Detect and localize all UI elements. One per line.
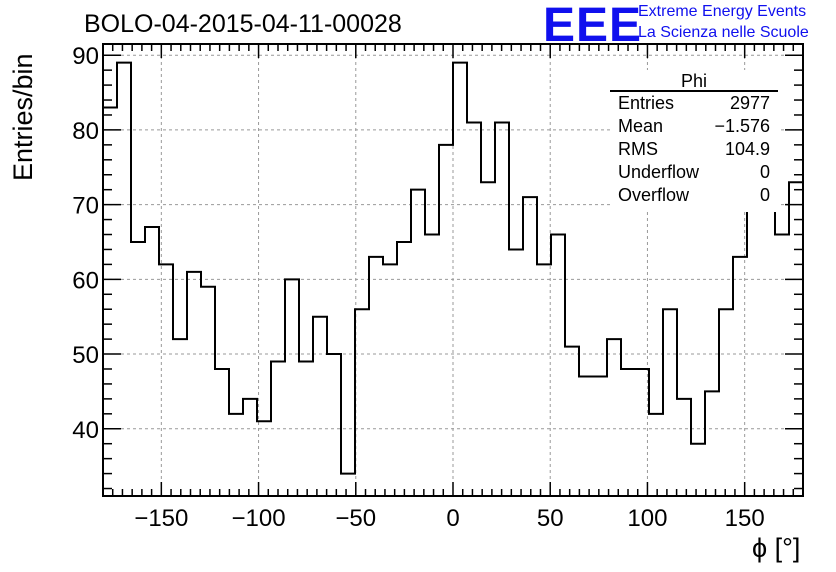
histogram-bin: [271, 362, 285, 496]
stats-row-rms: RMS 104.9: [618, 139, 770, 162]
tick-labels: −150 −100 −50 0 50 100 150 40 50 60 70 80 90: [72, 43, 764, 532]
histogram-bin: [369, 257, 383, 496]
stats-value: 0: [759, 162, 770, 182]
y-tick-label: 80: [72, 118, 99, 145]
histogram-bin: [383, 264, 397, 496]
stats-row-entries: Entries 2977: [618, 93, 770, 116]
stats-label: Mean: [618, 116, 664, 136]
histogram-bin: [229, 414, 243, 496]
plot-frame: [102, 43, 804, 497]
logo-text-line1: Extreme Energy Events: [638, 3, 807, 20]
histogram-bin: [397, 242, 411, 496]
histogram-bin: [201, 287, 215, 496]
histogram-bin: [705, 391, 719, 496]
histogram-bin: [313, 317, 327, 496]
histogram-bin: [327, 354, 341, 496]
x-tick-label: 50: [537, 505, 564, 532]
histogram-bin: [663, 309, 677, 496]
histogram-bin: [103, 108, 117, 496]
histogram-bin: [173, 339, 187, 496]
x-tick-label: −150: [134, 505, 188, 532]
histogram-bin: [299, 362, 313, 496]
histogram-bin: [509, 249, 523, 496]
histogram-bin: [677, 399, 691, 496]
stats-divider: [610, 90, 778, 92]
x-tick-label: 100: [627, 505, 667, 532]
stats-label: Underflow: [618, 162, 700, 182]
histogram-bin: [607, 339, 621, 496]
histogram-bin: [621, 369, 635, 496]
histogram-bin: [145, 227, 159, 496]
histogram-bin: [411, 190, 425, 496]
y-tick-label: 70: [72, 193, 99, 220]
histogram-bin: [691, 444, 705, 496]
stats-label: Overflow: [618, 185, 690, 205]
histogram-bin: [453, 63, 467, 496]
histogram-bin: [341, 474, 355, 496]
histogram-bin: [649, 414, 663, 496]
histogram-bin: [425, 235, 439, 496]
histogram-bin: [593, 376, 607, 496]
histogram-bin: [579, 376, 593, 496]
histogram-bin: [285, 279, 299, 496]
logo-text-line2: La Scienza nelle Scuole: [638, 24, 809, 41]
histogram-bin: [131, 242, 145, 496]
histogram-bin: [159, 264, 173, 496]
y-tick-label: 40: [72, 417, 99, 444]
x-tick-label: 150: [725, 505, 765, 532]
histogram-bin: [355, 309, 369, 496]
histogram-bin: [551, 235, 565, 496]
histogram-bin: [761, 197, 775, 496]
stats-title: Phi: [680, 71, 707, 91]
x-tick-label: 0: [446, 505, 459, 532]
stats-value: −1.576: [714, 116, 770, 136]
stats-value: 0: [759, 185, 770, 205]
stats-label: RMS: [618, 139, 658, 159]
histogram-bin: [523, 197, 537, 496]
histogram-bin: [481, 182, 495, 496]
stats-box: Phi Entries 2977 Mean −1.576 RMS 104.9 U…: [610, 70, 778, 212]
histogram-bin: [439, 145, 453, 496]
x-tick-label: −100: [232, 505, 286, 532]
histogram-bin: [495, 122, 509, 496]
histogram-bin: [243, 399, 257, 496]
histogram-bin: [565, 347, 579, 496]
histogram-bin: [215, 369, 229, 496]
y-tick-label: 50: [72, 342, 99, 369]
x-tick-label: −50: [335, 505, 376, 532]
chart-title: BOLO-04-2015-04-11-00028: [84, 10, 402, 38]
histogram-bin: [775, 235, 789, 496]
eee-logo: EEE: [543, 0, 643, 52]
stats-row-underflow: Underflow 0: [618, 162, 770, 185]
y-axis-label: Entries/bin: [8, 53, 38, 181]
y-tick-label: 90: [72, 43, 99, 70]
histogram-bin: [719, 309, 733, 496]
stats-value: 2977: [729, 93, 770, 113]
histogram-bin: [733, 257, 747, 496]
stats-label: Entries: [618, 93, 675, 113]
histogram-bin: [187, 272, 201, 496]
histogram-bin: [537, 264, 551, 496]
histogram-bin: [747, 205, 761, 496]
axis-ticks: [103, 44, 803, 496]
histogram-bin: [467, 122, 481, 496]
y-tick-label: 60: [72, 267, 99, 294]
stats-value: 104.9: [724, 139, 770, 159]
stats-row-mean: Mean −1.576: [618, 116, 770, 139]
stats-row-overflow: Overflow 0: [618, 185, 770, 208]
histogram-outline: [103, 61, 803, 475]
histogram-bin: [635, 369, 649, 496]
x-axis-label: ϕ [°]: [752, 533, 801, 563]
